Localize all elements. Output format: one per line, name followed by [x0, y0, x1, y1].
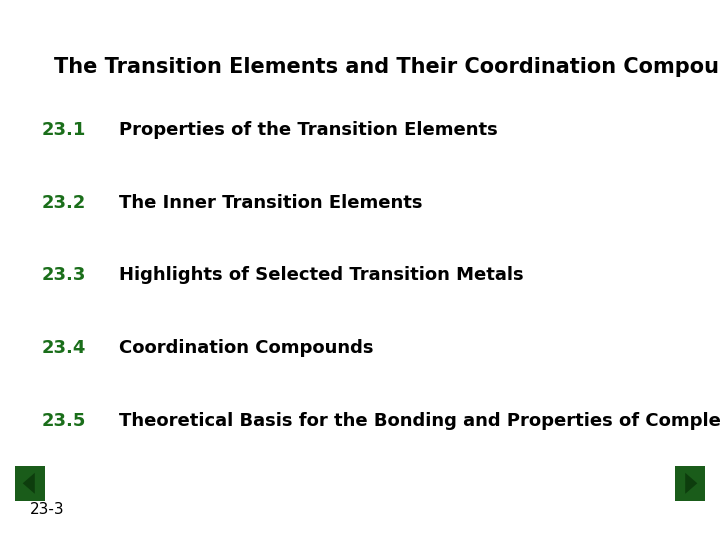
- Text: The Transition Elements and Their Coordination Compounds: The Transition Elements and Their Coordi…: [54, 57, 720, 77]
- Text: 23.3: 23.3: [42, 266, 86, 285]
- Text: 23.2: 23.2: [42, 193, 86, 212]
- Text: Highlights of Selected Transition Metals: Highlights of Selected Transition Metals: [119, 266, 523, 285]
- Text: 23.5: 23.5: [42, 412, 86, 430]
- Bar: [675, 465, 705, 501]
- Text: 23.4: 23.4: [42, 339, 86, 357]
- Polygon shape: [685, 473, 697, 494]
- Text: Coordination Compounds: Coordination Compounds: [119, 339, 373, 357]
- Text: Theoretical Basis for the Bonding and Properties of Complexes: Theoretical Basis for the Bonding and Pr…: [119, 412, 720, 430]
- Text: 23.1: 23.1: [42, 120, 86, 139]
- Text: The Inner Transition Elements: The Inner Transition Elements: [119, 193, 423, 212]
- Text: 23-3: 23-3: [30, 502, 65, 517]
- Polygon shape: [23, 473, 35, 494]
- Text: Properties of the Transition Elements: Properties of the Transition Elements: [119, 120, 498, 139]
- Bar: [15, 465, 45, 501]
